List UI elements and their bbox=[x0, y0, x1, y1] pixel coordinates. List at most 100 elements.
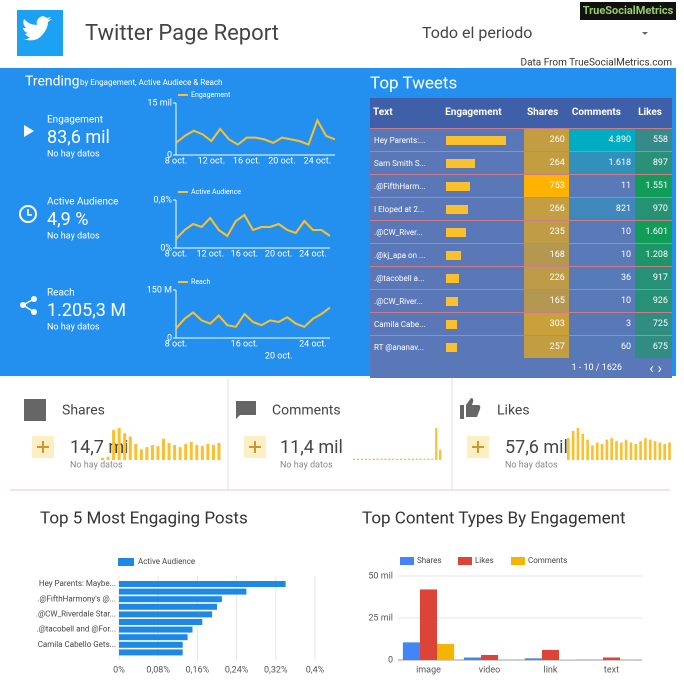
legend-label: Comments bbox=[528, 556, 567, 565]
number-cell: 897 bbox=[635, 151, 672, 175]
engagement-bar bbox=[446, 158, 476, 168]
spark-bar bbox=[211, 445, 215, 460]
line-series bbox=[175, 213, 331, 240]
column-header: Shares bbox=[524, 98, 569, 129]
trending-title: Trending bbox=[25, 74, 80, 90]
spark-bar bbox=[423, 458, 426, 460]
x-tick-label: 8 oct. bbox=[165, 339, 187, 349]
table: Text Engagement Shares Comments Likes Hey Par… bbox=[370, 98, 672, 358]
column-header: Comments bbox=[568, 98, 636, 129]
metric-name: Active Audience bbox=[47, 197, 118, 208]
dropdown-arrow[interactable] bbox=[642, 32, 648, 35]
number-cell: 558 bbox=[635, 128, 672, 152]
y-tick-label: 0% bbox=[160, 243, 172, 253]
table-row: .@tacobell a... 226 36 917 bbox=[370, 266, 672, 290]
number-cell: 970 bbox=[635, 197, 672, 221]
tweet-text: RT @ananav... bbox=[370, 335, 443, 358]
engagement-cell bbox=[442, 197, 525, 221]
number-cell: 4.890 bbox=[568, 128, 636, 152]
spark-bar bbox=[586, 439, 589, 460]
line-series bbox=[175, 306, 331, 330]
bar bbox=[119, 596, 222, 603]
number-cell: 1.551 bbox=[635, 174, 672, 198]
engagement-cell bbox=[442, 128, 525, 152]
icon-comment bbox=[236, 401, 256, 419]
table-row: I Eloped at 2... 266 821 970 bbox=[370, 197, 672, 221]
legend-label: Engagement bbox=[191, 91, 231, 99]
engagement-bar bbox=[446, 227, 466, 237]
legend-label: Reach bbox=[191, 278, 210, 286]
spark-bar bbox=[106, 456, 110, 460]
spark-bar bbox=[145, 447, 149, 460]
table-row: RT @ananav... 257 60 675 bbox=[370, 335, 672, 358]
x-tick-label: 8 oct. bbox=[165, 156, 187, 166]
y-tick-label: .@tacobell and @For... bbox=[36, 625, 116, 634]
spark-bar bbox=[356, 458, 360, 460]
bar bbox=[463, 657, 481, 660]
number-cell: 3 bbox=[568, 312, 636, 336]
spark-bar bbox=[200, 446, 204, 460]
spark-bar bbox=[380, 458, 383, 460]
spark-bar bbox=[360, 458, 363, 460]
report-title: Twitter Page Report bbox=[85, 21, 279, 46]
number-cell: 36 bbox=[568, 266, 636, 290]
engagement-bar bbox=[446, 204, 468, 214]
spark-bar bbox=[668, 442, 671, 460]
source: Data From TrueSocialMetrics.com bbox=[521, 58, 673, 69]
x-tick-label: link bbox=[544, 665, 558, 675]
engagement-bar bbox=[446, 342, 457, 352]
spark-bar bbox=[610, 438, 614, 460]
bar bbox=[119, 603, 217, 610]
number-cell: 675 bbox=[635, 335, 672, 358]
spark-bar bbox=[591, 445, 594, 460]
x-tick-label: 0,32% bbox=[264, 665, 288, 675]
spark-bar bbox=[663, 444, 667, 460]
spark-bar bbox=[195, 445, 199, 460]
engagement-bar bbox=[446, 135, 507, 145]
spark-bar bbox=[217, 442, 221, 460]
bar bbox=[602, 657, 621, 660]
spark-bar bbox=[658, 442, 662, 460]
number-cell: 1.601 bbox=[635, 220, 672, 244]
pagination: 1 - 10 / 1626 ‹ › bbox=[370, 358, 672, 378]
page-range: 1 - 10 / 1626 bbox=[571, 363, 622, 373]
icon-like bbox=[460, 398, 481, 419]
spark-bar bbox=[639, 441, 642, 460]
spark-bar bbox=[184, 444, 188, 460]
brand-box bbox=[580, 2, 676, 20]
scorecard-note: No hay datos bbox=[280, 460, 333, 470]
legend-label: Active Audience bbox=[138, 557, 195, 566]
legend-swatch bbox=[400, 557, 414, 565]
spark-bar bbox=[156, 446, 160, 460]
x-tick-label: 0,24% bbox=[225, 665, 249, 675]
table-row: .@kj_apa on ... 168 10 1.208 bbox=[370, 243, 672, 267]
x-tick-label: text bbox=[604, 665, 619, 675]
y-tick-label: Hey Parents: Maybe... bbox=[39, 579, 116, 588]
top-tweets-title: Top Tweets bbox=[370, 73, 457, 93]
x-tick-label: 24 oct. bbox=[299, 249, 327, 259]
x-tick-label: 0% bbox=[113, 665, 125, 675]
spark-bar bbox=[571, 430, 575, 460]
column-header: Text bbox=[370, 98, 443, 129]
spark-bar bbox=[372, 458, 375, 460]
engagement-cell bbox=[442, 266, 525, 290]
x-tick-label: image bbox=[416, 665, 441, 675]
tweet-text: .@CW_River... bbox=[370, 220, 443, 244]
bar bbox=[119, 588, 247, 595]
x-tick-label: 24 oct. bbox=[299, 339, 327, 349]
tweet-text: .@tacobell a... bbox=[370, 266, 443, 290]
x-tick-label: 16 oct. bbox=[231, 249, 259, 259]
spark-bar bbox=[112, 430, 116, 460]
engagement-bar bbox=[446, 181, 471, 191]
period-selector[interactable]: Todo el periodo bbox=[422, 23, 532, 42]
spark-bar bbox=[431, 458, 434, 460]
bar bbox=[119, 619, 203, 625]
engagement-cell bbox=[442, 243, 525, 267]
page-arrows[interactable]: ‹ › bbox=[649, 359, 662, 377]
bar bbox=[559, 659, 577, 660]
icon-share bbox=[20, 296, 37, 315]
number-cell: 725 bbox=[635, 312, 672, 336]
spark-bar bbox=[567, 438, 570, 460]
engagement-bar bbox=[446, 273, 459, 283]
spark-bar bbox=[415, 458, 418, 460]
